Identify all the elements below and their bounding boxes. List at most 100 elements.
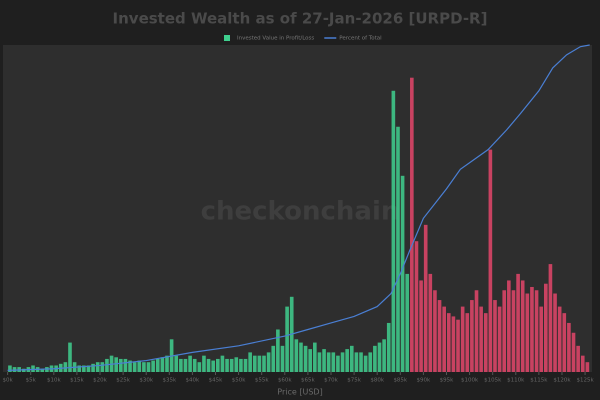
bar (252, 355, 257, 372)
bar (202, 355, 206, 372)
bar (525, 293, 530, 372)
bar (183, 358, 188, 372)
x-tick-label: $70k (324, 378, 338, 384)
bar (160, 357, 165, 372)
bar (543, 283, 548, 372)
bar (516, 273, 520, 372)
bar (118, 358, 123, 372)
x-tick-label: $95k (440, 378, 454, 384)
x-tick-label: $105k (484, 378, 502, 384)
bar (179, 358, 183, 372)
x-tick-label: $5k (26, 378, 37, 384)
bar (142, 362, 146, 372)
bar (456, 319, 460, 372)
bar (285, 306, 289, 372)
bar (548, 264, 553, 372)
bar (248, 352, 252, 372)
bar (216, 358, 220, 372)
bar (539, 306, 543, 372)
bar (68, 342, 72, 372)
bar (368, 352, 373, 372)
x-tick-label: $10k (47, 378, 61, 384)
bar (326, 352, 331, 372)
bar (465, 313, 470, 372)
bar (377, 342, 382, 372)
x-tick-label: $75k (347, 378, 361, 384)
x-axis-label: Price [USD] (277, 388, 322, 397)
legend-swatch (224, 35, 230, 41)
bar (239, 358, 243, 372)
x-tick-label: $0k (3, 378, 14, 384)
bar (386, 322, 391, 372)
bar (192, 358, 197, 372)
bar (225, 358, 229, 372)
x-tick-label: $85k (393, 378, 407, 384)
watermark: checkonchain (201, 197, 400, 227)
bar (400, 175, 405, 372)
bar (553, 293, 557, 372)
bar (562, 313, 567, 372)
bar (419, 280, 423, 372)
bar (557, 306, 562, 372)
bar (396, 126, 400, 372)
x-tick-label: $30k (139, 378, 153, 384)
bar (266, 352, 271, 372)
bar (271, 345, 276, 372)
bar (497, 306, 502, 372)
bar (460, 306, 465, 372)
bar (128, 360, 132, 372)
bar (82, 365, 86, 372)
bar (276, 329, 280, 372)
bar (262, 355, 266, 372)
bar (188, 355, 192, 372)
bar (382, 339, 386, 372)
legend-label: Invested Value in Profit/Loss (237, 36, 314, 42)
bar (571, 332, 576, 372)
bar (442, 306, 446, 372)
bar (488, 149, 493, 372)
bar (40, 368, 45, 372)
bar (234, 357, 239, 372)
bar (567, 322, 571, 372)
bar (428, 273, 433, 372)
bar (433, 290, 437, 372)
bar (31, 365, 35, 372)
bar (137, 360, 142, 372)
bar (243, 358, 248, 372)
x-tick-label: $55k (255, 378, 269, 384)
bar (483, 313, 488, 372)
bar (151, 360, 155, 372)
bar (86, 365, 91, 372)
bar (585, 362, 590, 372)
bar (331, 352, 336, 372)
bar (405, 273, 410, 372)
bar (363, 355, 368, 372)
x-tick-label: $65k (301, 378, 315, 384)
bar (308, 349, 313, 372)
bar (451, 316, 456, 372)
bar (95, 362, 100, 372)
bar (474, 290, 479, 372)
bar (280, 345, 285, 372)
bar (155, 358, 160, 372)
bar (132, 362, 137, 372)
bar (303, 345, 308, 372)
bar (229, 358, 234, 372)
bar (511, 290, 516, 372)
bar (114, 357, 118, 372)
x-tick-label: $120k (553, 378, 571, 384)
bar (520, 280, 525, 372)
x-tick-label: $60k (278, 378, 292, 384)
x-tick-label: $45k (209, 378, 223, 384)
x-tick-label: $35k (162, 378, 176, 384)
bar (470, 300, 474, 372)
bar (313, 342, 317, 372)
bar (576, 345, 580, 372)
bar (349, 345, 354, 372)
bar (507, 280, 511, 372)
x-tick-label: $110k (507, 378, 525, 384)
bar (373, 345, 377, 372)
chart-title: Invested Wealth as of 27-Jan-2026 [URPD-… (113, 10, 488, 28)
x-tick-label: $40k (186, 378, 200, 384)
x-tick-label: $25k (116, 378, 130, 384)
